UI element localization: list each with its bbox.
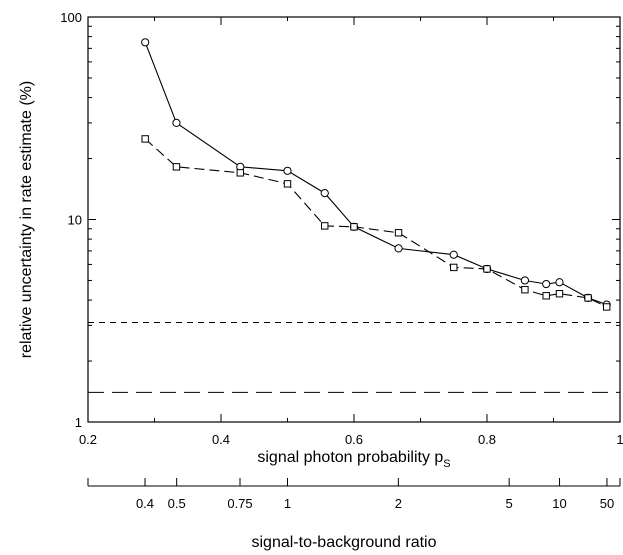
x-tick-label: 0.4 [212, 432, 230, 447]
plot-frame [87, 16, 621, 423]
secondary-tick-label: 50 [600, 496, 614, 511]
data-point-square [555, 290, 564, 298]
x-tick-label: 1 [616, 432, 623, 447]
x-axis-label: signal photon probability pS [257, 449, 450, 470]
secondary-tick-label: 5 [506, 496, 513, 511]
data-point-square [236, 169, 244, 177]
x-tick-label: 0.6 [345, 432, 363, 447]
reference-lines [88, 321, 620, 393]
data-point-square [450, 263, 458, 272]
data-point-circle [141, 38, 150, 47]
y-axis: 1 10 100 [60, 10, 620, 430]
data-point-square [584, 294, 592, 302]
x-axis-label-subscript: S [443, 458, 450, 470]
data-point-square [141, 135, 149, 143]
series-line [144, 138, 607, 308]
y-tick-label: 1 [75, 415, 82, 430]
data-point-square [394, 229, 403, 237]
data-point-square [321, 222, 329, 230]
data-point-square [483, 265, 491, 273]
series-layer [141, 38, 611, 311]
data-point-square [603, 303, 611, 311]
data-point-circle [449, 250, 458, 259]
secondary-tick-label: 2 [395, 496, 402, 511]
data-point-circle [542, 279, 551, 289]
x-axis-label-text: signal photon probability p [257, 449, 443, 466]
x-axis: 0.2 0.4 0.6 0.8 1 [79, 17, 623, 447]
y-tick-label: 100 [60, 10, 82, 25]
data-point-circle [394, 244, 403, 253]
secondary-tick-label: 0.4 [136, 496, 154, 511]
data-point-square [521, 286, 529, 294]
y-axis-label: relative uncertainty in rate estimate (%… [18, 81, 35, 358]
data-point-circle [172, 118, 181, 127]
data-point-circle [555, 278, 564, 287]
data-point-circle [283, 166, 292, 175]
x-tick-label: 0.8 [478, 432, 496, 447]
secondary-tick-label: 0.75 [227, 496, 252, 511]
series-line [144, 42, 607, 306]
data-point-circle [520, 276, 530, 285]
secondary-axis-label: signal-to-background ratio [252, 534, 437, 551]
plot-frame-rect [87, 16, 621, 423]
data-point-square [542, 292, 550, 300]
data-point-square [172, 163, 181, 171]
data-point-circle [320, 189, 329, 198]
y-tick-label: 10 [68, 213, 82, 228]
secondary-tick-label: 0.5 [168, 496, 186, 511]
x-tick-label: 0.2 [79, 432, 97, 447]
data-point-square [350, 223, 358, 231]
secondary-tick-label: 10 [552, 496, 566, 511]
secondary-tick-label: 1 [284, 496, 291, 511]
secondary-axis: 0.4 0.5 0.75 1 2 5 10 50 [87, 478, 621, 511]
data-point-square [283, 180, 292, 188]
